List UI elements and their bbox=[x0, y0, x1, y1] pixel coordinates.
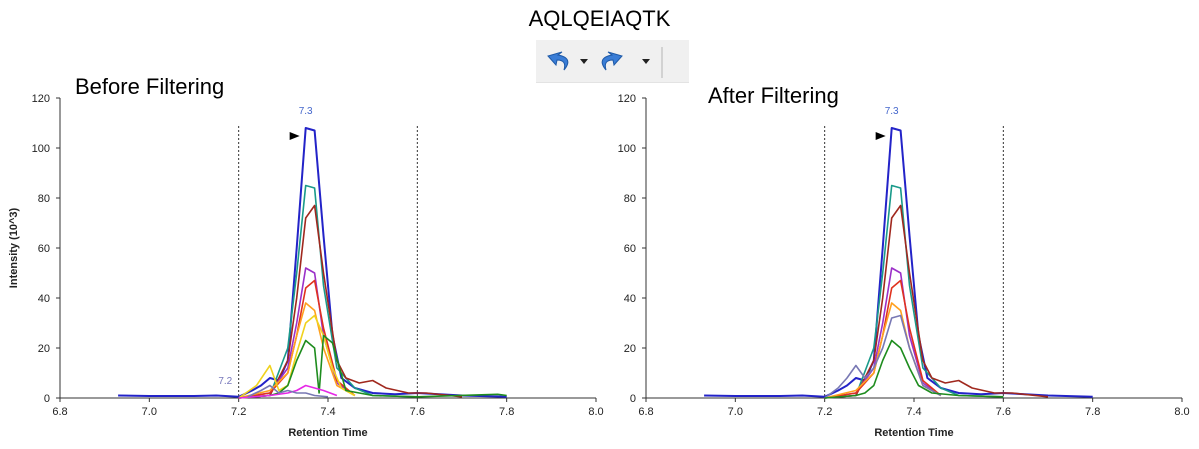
x-tick-label: 7.6 bbox=[410, 406, 425, 418]
x-tick-label: 8.0 bbox=[588, 406, 603, 418]
y-tick-label: 120 bbox=[618, 93, 636, 105]
x-tick-label: 7.8 bbox=[499, 406, 514, 418]
y-tick-label: 40 bbox=[624, 293, 636, 305]
series-line-brown bbox=[238, 204, 463, 399]
x-tick-label: 8.0 bbox=[1174, 406, 1189, 418]
toolbar bbox=[536, 40, 689, 83]
y-tick-label: 120 bbox=[32, 93, 50, 105]
series-line-blue bbox=[704, 127, 1093, 398]
series-line-slate bbox=[824, 314, 942, 399]
series-line-orange bbox=[824, 302, 942, 399]
x-tick-label: 6.8 bbox=[638, 406, 653, 418]
y-tick-label: 60 bbox=[624, 243, 636, 255]
undo-button[interactable] bbox=[547, 51, 569, 71]
series-line-blue bbox=[118, 127, 507, 398]
y-tick-label: 20 bbox=[624, 343, 636, 355]
y-tick-label: 60 bbox=[38, 243, 50, 255]
x-tick-label: 6.8 bbox=[52, 406, 67, 418]
y-tick-label: 80 bbox=[624, 193, 636, 205]
redo-button[interactable] bbox=[601, 51, 623, 71]
redo-dropdown-button[interactable] bbox=[642, 59, 650, 64]
chevron-down-icon bbox=[642, 59, 650, 64]
x-tick-label: 7.4 bbox=[906, 406, 921, 418]
redo-icon bbox=[601, 51, 623, 71]
series-line-green bbox=[238, 334, 507, 399]
x-tick-label: 7.6 bbox=[996, 406, 1011, 418]
x-tick-label: 7.2 bbox=[817, 406, 832, 418]
series-line-red bbox=[824, 279, 942, 399]
series-line-slate bbox=[247, 384, 329, 398]
y-tick-label: 80 bbox=[38, 193, 50, 205]
figure-title: AQLQEIAQTK bbox=[528, 6, 671, 31]
series-line-purple bbox=[238, 267, 356, 399]
y-tick-label: 100 bbox=[618, 143, 636, 155]
peak-annotation: 7.3 bbox=[299, 106, 313, 117]
y-axis-label: Intensity (10^3) bbox=[8, 207, 20, 288]
series-line-green bbox=[824, 339, 1004, 399]
x-tick-label: 7.2 bbox=[231, 406, 246, 418]
x-tick-label: 7.0 bbox=[142, 406, 157, 418]
y-tick-label: 20 bbox=[38, 343, 50, 355]
series-line-yellow bbox=[238, 314, 356, 399]
x-tick-label: 7.4 bbox=[320, 406, 335, 418]
series-line-magenta bbox=[238, 384, 338, 399]
x-tick-label: 7.0 bbox=[728, 406, 743, 418]
peak-annotation: 7.3 bbox=[885, 106, 899, 117]
series-line-teal bbox=[824, 184, 1004, 399]
undo-icon bbox=[547, 51, 569, 71]
chart-title: After Filtering bbox=[708, 83, 839, 108]
series-line-orange bbox=[238, 302, 356, 399]
chart-title: Before Filtering bbox=[75, 74, 224, 99]
peak-marker-icon bbox=[289, 132, 300, 140]
peak-annotation: 7.2 bbox=[218, 376, 232, 387]
y-tick-label: 0 bbox=[630, 393, 636, 405]
series-line-teal bbox=[238, 184, 418, 399]
chevron-down-icon bbox=[580, 59, 588, 64]
x-axis-label: Retention Time bbox=[874, 427, 953, 439]
x-tick-label: 7.8 bbox=[1085, 406, 1100, 418]
x-axis-label: Retention Time bbox=[288, 427, 367, 439]
series-line-purple bbox=[824, 267, 942, 399]
y-tick-label: 40 bbox=[38, 293, 50, 305]
series-line-red bbox=[238, 279, 356, 399]
y-tick-label: 0 bbox=[44, 393, 50, 405]
undo-dropdown-button[interactable] bbox=[580, 59, 588, 64]
peak-marker-icon bbox=[875, 132, 886, 140]
y-tick-label: 100 bbox=[32, 143, 50, 155]
series-line-brown bbox=[824, 204, 1049, 399]
